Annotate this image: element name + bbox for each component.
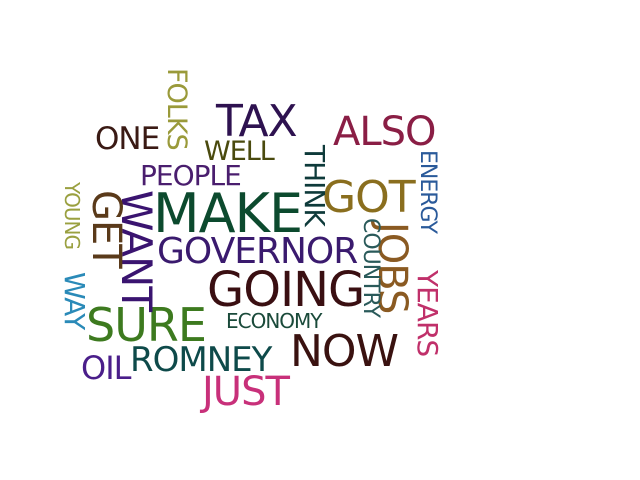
word-energy: ENERGY — [415, 150, 440, 233]
word-economy: ECONOMY — [226, 309, 323, 333]
word-make: MAKE — [153, 182, 303, 245]
word-going: GOING — [207, 262, 365, 318]
word-country: COUNTRY — [358, 218, 383, 317]
word-get: GET — [83, 190, 129, 268]
word-got: GOT — [322, 172, 416, 223]
word-folks: FOLKS — [161, 68, 192, 150]
word-now: NOW — [290, 326, 399, 377]
word-think: THINK — [298, 145, 331, 226]
word-way: WAY — [58, 272, 91, 330]
word-oil: OIL — [81, 349, 131, 387]
word-years: YEARS — [411, 270, 444, 357]
word-governor: GOVERNOR — [157, 231, 358, 272]
word-also: ALSO — [333, 109, 437, 155]
word-one: ONE — [95, 121, 160, 157]
word-well: WELL — [204, 136, 275, 167]
word-young: YOUNG — [60, 182, 84, 249]
word-sure: SURE — [86, 298, 207, 352]
word-tax: TAX — [216, 96, 298, 147]
word-romney: ROMNEY — [130, 340, 272, 380]
word-just: JUST — [202, 369, 290, 415]
word-people: PEOPLE — [140, 159, 242, 192]
